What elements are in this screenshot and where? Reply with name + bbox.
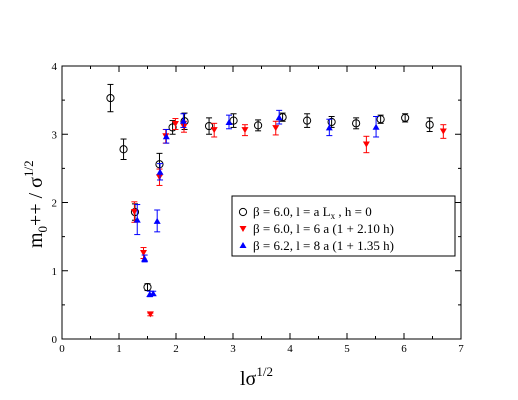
- data-point-circle: [229, 116, 238, 125]
- data-point-triangle-up: [162, 133, 170, 140]
- data-point-triangle-down: [362, 141, 370, 148]
- data-point-circle: [425, 120, 434, 129]
- y-tick-label: 1: [52, 266, 58, 278]
- data-point-circle: [253, 121, 263, 130]
- data-point-triangle-up: [141, 255, 149, 262]
- legend-entry-1-sub: x: [331, 211, 336, 221]
- y-tick-label: 3: [52, 129, 58, 141]
- x-tick-label: 1: [116, 343, 122, 355]
- data-point-circle: [106, 93, 115, 103]
- data-point-triangle-up: [275, 114, 283, 121]
- data-point-triangle-up: [153, 217, 161, 224]
- data-point-triangle-down: [439, 128, 447, 135]
- data-point-triangle-down: [130, 209, 138, 216]
- legend-marker-triangle-up: [239, 242, 247, 248]
- data-point-triangle-down: [180, 123, 188, 130]
- legend-entry-2: β = 6.0, l = 6 a (1 + 2.10 h): [253, 221, 394, 236]
- legend-box: [231, 195, 456, 257]
- data-point-triangle-up: [325, 124, 333, 131]
- x-axis-label-main: lσ: [240, 368, 257, 390]
- x-tick-label: 5: [344, 343, 350, 355]
- data-point-triangle-down: [171, 121, 179, 128]
- x-tick-label: 0: [59, 343, 65, 355]
- y-axis-label-main: m: [25, 232, 47, 248]
- data-point-triangle-down: [146, 311, 154, 318]
- y-axis-label: m0++ / σ1/2: [21, 160, 50, 248]
- axis-ticks: 0 1 2 3 4 5 6 7 0 1 2 3 4: [52, 61, 465, 355]
- y-tick-label: 2: [52, 198, 58, 210]
- x-tick-label: 3: [230, 343, 236, 355]
- data-point-triangle-up: [133, 216, 141, 223]
- data-point-triangle-up: [149, 290, 157, 297]
- data-point-circle: [168, 123, 177, 132]
- legend: β = 6.0, l = a Lx , h = 0 β = 6.0, l = 6…: [231, 195, 456, 257]
- y-tick-label: 4: [52, 61, 58, 73]
- legend-entry-1-label: β = 6.0, l = a L: [253, 204, 331, 219]
- x-tick-label: 2: [173, 343, 179, 355]
- y-tick-label: 0: [52, 334, 58, 346]
- x-axis-label: lσ1/2: [240, 364, 273, 390]
- x-axis-label-sup: 1/2: [256, 364, 273, 379]
- y-axis-label-sub: 0: [35, 226, 50, 233]
- data-point-triangle-down: [140, 250, 148, 257]
- x-tick-label: 4: [287, 343, 293, 355]
- data-point-circle: [401, 113, 410, 122]
- legend-entry-1-tail: , h = 0: [335, 204, 372, 219]
- data-point-triangle-down: [155, 174, 163, 181]
- data-point-triangle-down: [272, 125, 280, 132]
- data-marks: [106, 83, 447, 318]
- legend-entry-3: β = 6.2, l = 8 a (1 + 1.35 h): [253, 238, 394, 253]
- data-point-triangle-up: [179, 117, 187, 124]
- data-point-triangle-down: [241, 127, 249, 134]
- data-point-circle: [303, 116, 312, 125]
- data-point-circle: [352, 119, 361, 128]
- data-point-triangle-up: [225, 118, 233, 125]
- data-point-triangle-up: [156, 168, 164, 175]
- data-point-circle: [204, 121, 214, 131]
- data-point-circle: [327, 117, 336, 127]
- data-point-triangle-down: [210, 127, 218, 134]
- y-axis-label-sup: 1/2: [21, 160, 36, 177]
- data-point-circle: [155, 160, 164, 169]
- x-tick-label: 7: [458, 343, 464, 355]
- legend-marker-triangle-down: [239, 226, 247, 232]
- legend-entry-1: β = 6.0, l = a Lx , h = 0: [253, 204, 372, 221]
- y-axis-label-mid: ++ / σ: [25, 177, 47, 226]
- legend-marker-circle: [238, 207, 248, 217]
- data-point-triangle-up: [372, 123, 380, 130]
- data-point-circle: [130, 207, 140, 217]
- data-point-circle: [119, 145, 128, 154]
- x-tick-label: 6: [401, 343, 407, 355]
- data-point-circle: [376, 115, 385, 124]
